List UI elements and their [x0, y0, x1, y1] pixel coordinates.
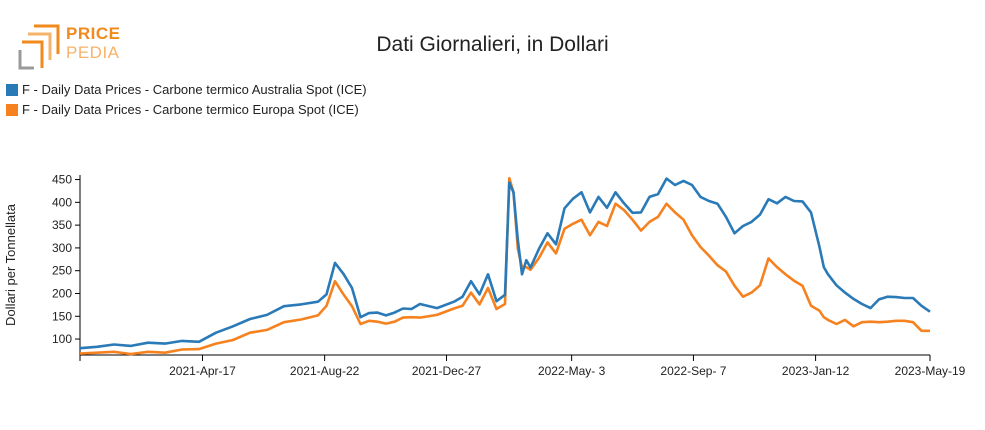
x-tick-label: 2021-Dec-27 — [412, 364, 482, 378]
x-tick-label: 2022-May- 3 — [538, 364, 606, 378]
y-tick-label: 350 — [52, 218, 72, 232]
chart-title: Dati Giornalieri, in Dollari — [376, 33, 609, 56]
legend-label-australia: F - Daily Data Prices - Carbone termico … — [22, 82, 367, 97]
logo-word-price: PRICE — [66, 24, 121, 43]
y-tick-label: 400 — [52, 195, 72, 209]
x-tick-label: 2021-Apr-17 — [169, 364, 236, 378]
y-axis: 100 150 200 250 300 350 400 450 — [52, 173, 81, 355]
y-axis-label: Dollari per Tonnellata — [3, 203, 18, 326]
logo-word-pedia: PEDIA — [66, 43, 120, 62]
legend-swatch-europa — [6, 104, 18, 116]
x-tick-label: 2021-Aug-22 — [290, 364, 360, 378]
series-lines — [79, 176, 931, 356]
legend-swatch-australia — [6, 84, 18, 96]
y-tick-label: 100 — [52, 332, 72, 346]
x-tick-label: 2023-Jan-12 — [782, 364, 850, 378]
legend-label-europa: F - Daily Data Prices - Carbone termico … — [22, 102, 359, 117]
x-tick-label: 2023-May-19 — [895, 364, 966, 378]
pricepedia-logo: PRICE PEDIA — [18, 24, 128, 70]
y-tick-label: 250 — [52, 264, 72, 278]
y-tick-label: 450 — [52, 173, 72, 187]
series-line-europa — [79, 176, 930, 356]
chart-legend: F - Daily Data Prices - Carbone termico … — [6, 80, 367, 120]
x-tick-label: 2022-Sep- 7 — [660, 364, 726, 378]
series-line-australia — [79, 177, 931, 350]
y-tick-label: 200 — [52, 286, 72, 300]
legend-item-europa[interactable]: F - Daily Data Prices - Carbone termico … — [6, 100, 367, 120]
logo-mark — [18, 24, 60, 70]
y-tick-label: 300 — [52, 241, 72, 255]
x-axis: 2021-Apr-17 2021-Aug-22 2021-Dec-27 2022-Ma… — [79, 354, 966, 378]
legend-item-australia[interactable]: F - Daily Data Prices - Carbone termico … — [6, 80, 367, 100]
y-tick-label: 150 — [52, 309, 72, 323]
